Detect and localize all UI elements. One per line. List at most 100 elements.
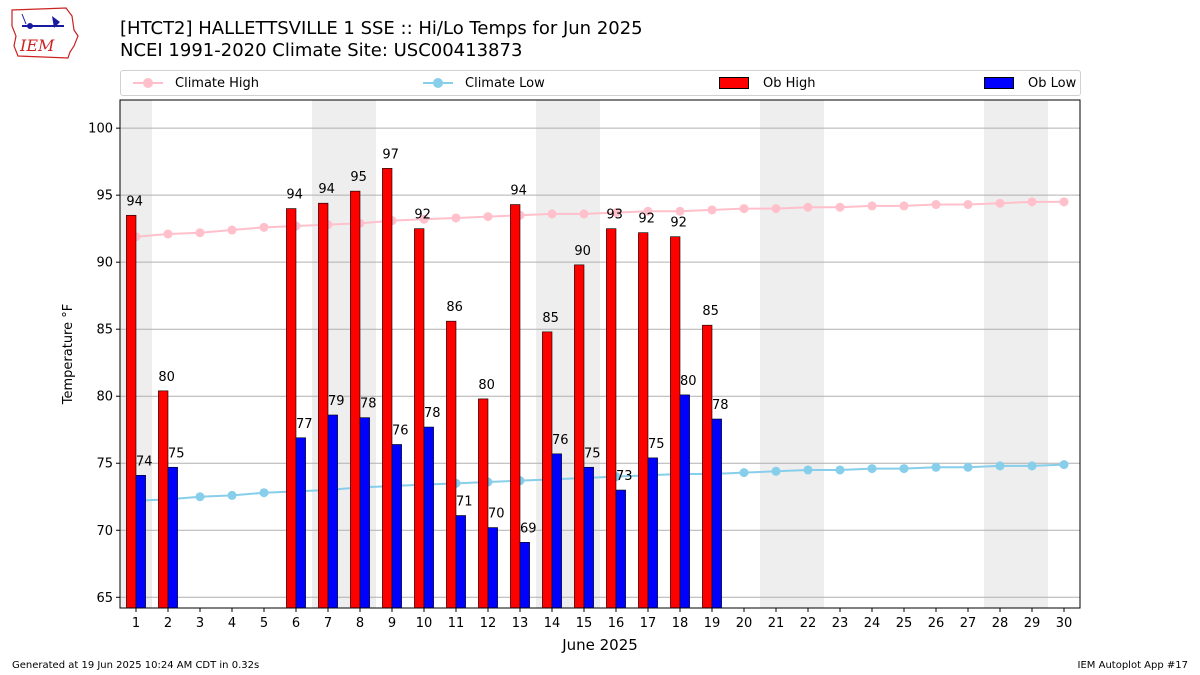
climate-low-point [195, 492, 205, 502]
climate-high-point [451, 213, 461, 223]
climate-low-point [995, 461, 1005, 471]
ob-high-bar [446, 320, 457, 609]
climate-low-point [771, 466, 781, 476]
climate-low-swatch [423, 77, 453, 89]
ob-high-swatch [719, 77, 749, 89]
x-tick-label: 13 [512, 616, 529, 631]
x-tick-label: 21 [768, 616, 785, 631]
x-tick-label: 2 [164, 616, 172, 631]
ob-low-value-label: 76 [392, 423, 409, 438]
ob-high-value-label: 92 [670, 216, 687, 231]
chart-title: [HTCT2] HALLETTSVILLE 1 SSE :: Hi/Lo Tem… [120, 18, 643, 39]
ob-low-value-label: 74 [136, 454, 153, 469]
ob-high-value-label: 93 [606, 208, 623, 223]
x-axis-label: June 2025 [561, 636, 638, 654]
climate-high-point [611, 208, 621, 218]
climate-high-point [643, 206, 653, 216]
x-tick-label: 26 [928, 616, 945, 631]
legend: Climate High Climate Low Ob High Ob Low [120, 70, 1081, 96]
ob-high-bar [478, 398, 489, 609]
x-tick-label: 4 [228, 616, 236, 631]
ob-low-value-label: 75 [648, 437, 665, 452]
x-tick-label: 10 [416, 616, 433, 631]
x-tick-label: 5 [260, 616, 268, 631]
ob-low-bar [679, 394, 690, 609]
ob-low-bar [711, 418, 722, 609]
y-gridlines [120, 127, 1080, 598]
ob-high-bar [318, 202, 329, 609]
weekend-shade [984, 100, 1048, 608]
climate-high-point [963, 200, 973, 210]
ob-high-value-label: 94 [126, 194, 143, 209]
ob-low-value-label: 70 [488, 507, 505, 522]
ob-high-bar [542, 331, 553, 609]
climate-high-point [771, 204, 781, 214]
climate-high-point [1059, 197, 1069, 207]
ob-high-value-label: 94 [318, 182, 335, 197]
climate-high-point [547, 209, 557, 219]
ob-high-bar [574, 264, 585, 609]
ob-low-bar [327, 414, 338, 609]
ob-high-value-label: 94 [510, 184, 527, 199]
ob-high-bar [158, 390, 169, 609]
ob-low-value-label: 76 [552, 433, 569, 448]
ob-high-bar [510, 204, 521, 609]
plot-frame [119, 99, 1081, 609]
x-tick-label: 29 [1024, 616, 1041, 631]
ob-low-bar [583, 466, 594, 609]
ob-low-value-label: 73 [616, 469, 633, 484]
bar-series [126, 168, 722, 609]
legend-label-climate-high: Climate High [175, 75, 260, 91]
legend-item-ob-high: Ob High [719, 71, 816, 95]
ob-high-bar [670, 236, 681, 609]
ob-high-value-label: 92 [638, 212, 655, 227]
x-tick-label: 3 [196, 616, 204, 631]
legend-item-climate-low: Climate Low [423, 71, 545, 95]
climate-low-point [963, 462, 973, 472]
climate-high-point [1027, 197, 1037, 207]
y-tick-label: 70 [96, 524, 113, 539]
climate-low-point [227, 490, 237, 500]
climate-high-point [995, 198, 1005, 208]
y-tick-label: 95 [96, 189, 113, 204]
climate-low-point [1059, 460, 1069, 470]
climate-high-point [707, 205, 717, 215]
ob-low-value-label: 79 [328, 394, 345, 409]
ob-high-value-label: 92 [414, 208, 431, 223]
x-tick-label: 16 [608, 616, 625, 631]
ob-high-bar [350, 190, 361, 609]
legend-label-ob-low: Ob Low [1028, 75, 1077, 91]
ob-low-bar [615, 489, 626, 609]
ob-high-value-label: 90 [574, 244, 591, 259]
ob-low-bar [167, 466, 178, 609]
iem-logo: IEM [11, 7, 79, 59]
legend-item-ob-low: Ob Low [984, 71, 1076, 95]
x-tick-label: 12 [480, 616, 497, 631]
x-tick-label: 18 [672, 616, 689, 631]
x-tick-label: 6 [292, 616, 300, 631]
x-tick-label: 19 [704, 616, 721, 631]
y-tick-label: 80 [96, 390, 113, 405]
legend-label-climate-low: Climate Low [465, 75, 545, 91]
y-tick-label: 90 [96, 256, 113, 271]
ob-low-bar [295, 437, 306, 609]
chart-subtitle: NCEI 1991-2020 Climate Site: USC00413873 [120, 40, 523, 61]
ob-low-bar [551, 453, 562, 609]
ob-high-bar [382, 168, 393, 609]
climate-high-point [195, 228, 205, 238]
generated-timestamp: Generated at 19 Jun 2025 10:24 AM CDT in… [12, 660, 260, 671]
climate-high-point [739, 204, 749, 214]
climate-high-point [931, 200, 941, 210]
y-tick-label: 85 [96, 323, 113, 338]
ob-low-value-label: 75 [584, 446, 601, 461]
climate-low-point [867, 464, 877, 474]
x-tick-label: 24 [864, 616, 881, 631]
logo-text: IEM [19, 36, 55, 55]
x-tick-label: 17 [640, 616, 657, 631]
weekend-shade [760, 100, 824, 608]
ob-high-value-label: 80 [158, 370, 175, 385]
ob-low-value-label: 69 [520, 521, 537, 536]
x-tick-label: 25 [896, 616, 913, 631]
climate-low-point [259, 488, 269, 498]
y-axis-label: Temperature °F [61, 304, 76, 405]
